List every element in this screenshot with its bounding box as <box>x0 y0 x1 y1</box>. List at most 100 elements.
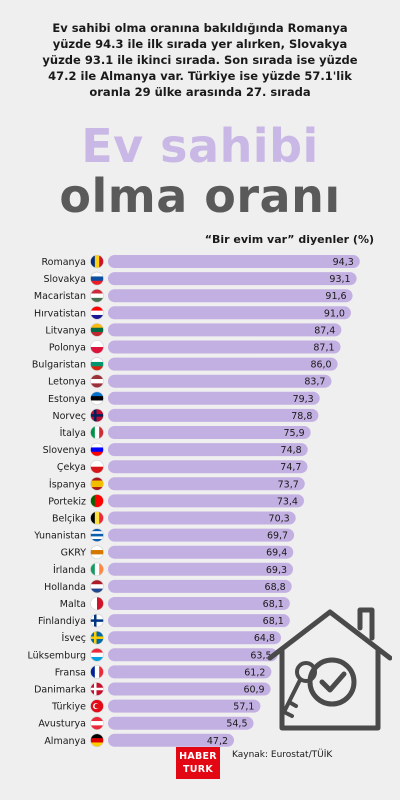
category-label-16: Yunanistan <box>33 531 86 542</box>
category-label-27: Avusturya <box>38 719 86 730</box>
category-label-24: Fransa <box>55 667 86 678</box>
flag-icon-14 <box>90 494 104 508</box>
flag-ring-5 <box>90 340 104 354</box>
category-label-18: İrlanda <box>53 565 86 576</box>
value-label-11: 74,8 <box>281 445 302 456</box>
flag-ring-23 <box>90 647 104 662</box>
bar-13 <box>108 477 305 491</box>
bar-14 <box>108 494 304 508</box>
value-label-4: 87,4 <box>314 325 335 336</box>
bar-3 <box>108 306 351 320</box>
flag-ring-1 <box>90 271 104 286</box>
category-label-21: Finlandiya <box>38 616 86 627</box>
flag-ring-6 <box>90 357 104 371</box>
flag-icon-7 <box>90 374 104 388</box>
title-line-1: Ev sahibi <box>81 119 319 173</box>
flag-icon-22 <box>90 631 104 645</box>
value-label-5: 87,1 <box>313 343 334 354</box>
intro-line-2: yüzde 94.3 ile ilk sırada yer alırken, S… <box>52 37 348 51</box>
flag-icon-20 <box>90 597 104 610</box>
category-label-19: Hollanda <box>44 582 86 593</box>
bar-2 <box>108 289 353 303</box>
category-label-1: Slovakya <box>43 274 86 285</box>
flag-icon-21 <box>90 614 104 628</box>
bar-0 <box>108 255 360 268</box>
value-label-27: 54,5 <box>226 719 247 730</box>
value-label-16: 69,7 <box>267 531 288 542</box>
flag-icon-17 <box>90 545 104 559</box>
bar-15 <box>108 511 296 525</box>
value-label-7: 83,7 <box>304 377 325 388</box>
flag-icon-1 <box>90 272 104 286</box>
bar-23 <box>108 648 278 662</box>
value-label-26: 57,1 <box>233 702 254 713</box>
value-label-15: 70,3 <box>269 514 290 525</box>
flag-ring-2 <box>90 288 104 303</box>
bar-18 <box>108 562 294 576</box>
value-label-14: 73,4 <box>277 496 298 507</box>
category-label-0: Romanya <box>41 257 86 268</box>
value-label-0: 94,3 <box>333 257 354 268</box>
value-label-8: 79,3 <box>293 394 314 405</box>
flag-icon-15 <box>90 511 104 525</box>
source-text: Kaynak: Eurostat/TÜİK <box>232 750 333 760</box>
value-label-6: 86,0 <box>310 360 331 371</box>
bar-26 <box>108 699 261 713</box>
flag-ring-28 <box>90 733 104 748</box>
intro-line-1: Ev sahibi olma oranına bakıldığında Roma… <box>52 21 348 35</box>
flag-icon-18 <box>90 562 104 576</box>
bar-11 <box>108 443 308 457</box>
flag-icon-12 <box>90 460 104 474</box>
value-label-24: 61,2 <box>244 667 265 678</box>
value-label-9: 78,8 <box>291 411 312 422</box>
category-label-6: Bulgaristan <box>32 360 86 371</box>
title-line-2: olma oranı <box>59 169 341 223</box>
flag-ring-22 <box>90 630 104 645</box>
bar-27 <box>108 716 254 730</box>
flag-icon-19 <box>90 579 104 593</box>
category-label-17: GKRY <box>61 548 87 559</box>
value-label-12: 74,7 <box>280 462 301 473</box>
bar-28 <box>108 733 235 747</box>
category-label-15: Belçika <box>52 514 86 525</box>
flag-icon-26 <box>90 699 104 713</box>
haberturk-logo: HABER TURK <box>176 747 220 779</box>
category-label-9: Norveç <box>52 411 86 422</box>
flag-icon-5 <box>90 340 104 354</box>
flag-ring-9 <box>90 408 104 423</box>
value-label-20: 68,1 <box>263 599 284 610</box>
intro-line-3: yüzde 93.1 ile ikinci sırada. Son sırada… <box>42 53 358 67</box>
flag-icon-27 <box>90 716 104 730</box>
bar-5 <box>108 340 341 354</box>
intro-text: Ev sahibi olma oranına bakıldığında Roma… <box>0 20 400 100</box>
flag-icon-10 <box>90 426 104 439</box>
flag-icon-6 <box>90 357 104 371</box>
value-label-3: 91,0 <box>324 308 345 319</box>
intro-line-5: oranla 29 ülke arasında 27. sırada <box>89 85 311 99</box>
flag-ring-21 <box>90 613 104 628</box>
category-label-26: Türkiye <box>51 702 86 713</box>
flag-icon-3 <box>90 306 104 320</box>
flag-ring-20 <box>90 596 104 611</box>
flag-ring-10 <box>90 425 104 440</box>
bar-22 <box>108 631 282 645</box>
flag-icon-9 <box>90 408 104 422</box>
category-label-28: Almanya <box>44 736 86 747</box>
flag-icon-2 <box>90 289 104 303</box>
bar-17 <box>108 545 294 559</box>
flag-ring-26 <box>90 699 104 713</box>
flag-icon-8 <box>90 391 104 405</box>
value-label-17: 69,4 <box>266 548 287 559</box>
category-label-5: Polonya <box>49 343 86 354</box>
flag-ring-0 <box>90 254 104 269</box>
flag-ring-27 <box>90 716 104 731</box>
flag-ring-7 <box>90 374 104 389</box>
category-label-20: Malta <box>60 599 86 610</box>
intro-line-4: 47.2 ile Almanya var. Türkiye ise yüzde … <box>48 69 352 83</box>
flag-ring-16 <box>90 528 104 542</box>
bar-1 <box>108 272 357 286</box>
value-label-25: 60,9 <box>243 685 264 696</box>
bar-7 <box>108 374 332 388</box>
flag-ring-12 <box>90 459 104 474</box>
flag-icon-4 <box>90 323 104 337</box>
